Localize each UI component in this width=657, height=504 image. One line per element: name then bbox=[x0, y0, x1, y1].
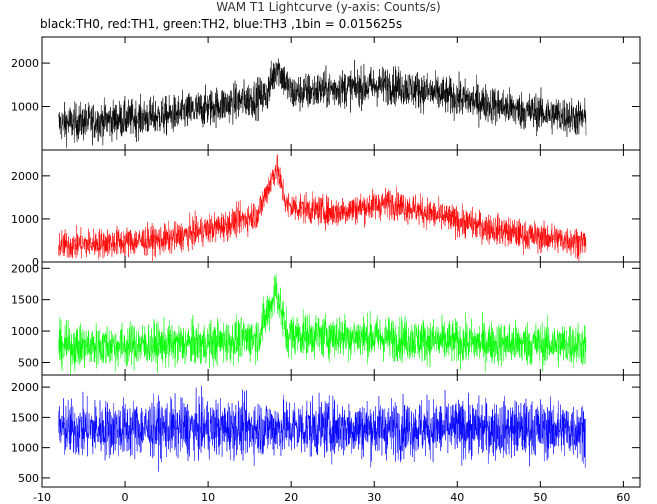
y-tick-label-TH1: 0 bbox=[32, 256, 39, 269]
y-tick-label-TH3: 1000 bbox=[11, 442, 39, 455]
y-tick-label-TH1: 1000 bbox=[11, 213, 39, 226]
y-tick-label-TH0: 1000 bbox=[11, 101, 39, 114]
x-tick-label: 50 bbox=[533, 491, 547, 504]
x-tick-label: 60 bbox=[616, 491, 630, 504]
y-tick-label-TH1: 2000 bbox=[11, 170, 39, 183]
x-tick-label: 30 bbox=[367, 491, 381, 504]
y-tick-label-TH2: 1000 bbox=[11, 325, 39, 338]
y-tick-label-TH3: 1500 bbox=[11, 411, 39, 424]
y-tick-label-TH2: 2000 bbox=[11, 262, 39, 275]
x-tick-label: 40 bbox=[450, 491, 464, 504]
chart-subtitle: black:TH0, red:TH1, green:TH2, blue:TH3 … bbox=[40, 17, 403, 31]
y-tick-label-TH2: 500 bbox=[18, 356, 39, 369]
y-tick-label-TH3: 2000 bbox=[11, 381, 39, 394]
x-tick-label: -10 bbox=[33, 491, 51, 504]
y-tick-label-TH3: 500 bbox=[18, 472, 39, 485]
series-line-TH2 bbox=[58, 274, 587, 375]
series-line-TH1 bbox=[58, 154, 587, 262]
chart-title: WAM T1 Lightcurve (y-axis: Counts/s) bbox=[216, 0, 441, 14]
x-tick-label: 20 bbox=[284, 491, 298, 504]
x-tick-label: 0 bbox=[122, 491, 129, 504]
x-tick-label: 10 bbox=[201, 491, 215, 504]
y-tick-label-TH2: 1500 bbox=[11, 294, 39, 307]
series-line-TH3 bbox=[58, 385, 587, 472]
panel-frame-TH3 bbox=[41, 374, 641, 488]
series-line-TH0 bbox=[58, 58, 587, 149]
y-tick-label-TH0: 2000 bbox=[11, 57, 39, 70]
